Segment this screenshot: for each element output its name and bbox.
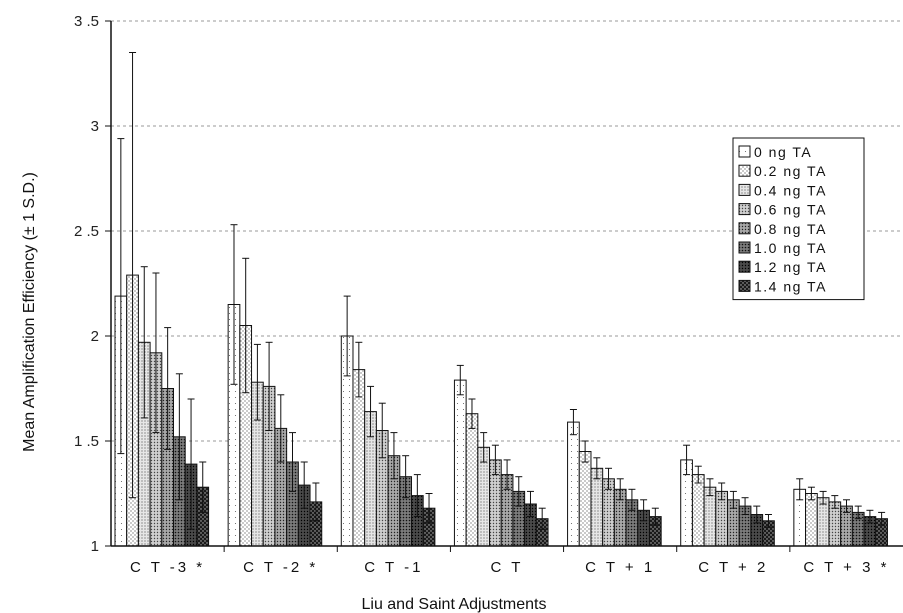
x-category-label: C T [491,559,524,576]
axes [110,21,903,552]
legend-label: 1.4 ng TA [754,278,827,294]
bar [465,413,479,547]
bar [816,497,830,547]
x-category-label: C T -1 [364,559,423,576]
bars [114,274,888,547]
y-tick-label: 2 [91,328,99,345]
y-tick-label: 3 [91,118,99,135]
legend-label: 0.8 ng TA [754,221,827,237]
legend-swatch [738,279,751,292]
legend-swatch [738,203,751,216]
bar [578,451,592,547]
x-category-labels: C T -3 * C T -2 * C T -1 C T C T + 1 C T + 2 C… [130,559,889,576]
y-tick-label: 1 [91,538,99,555]
legend-box [732,137,865,301]
y-axis-title: Mean Amplification Efficiency (± 1 S.D.) [21,172,38,452]
legend-swatch [738,241,751,254]
legend-label: 0.6 ng TA [754,202,827,218]
bar [691,474,705,547]
legend-label: 1.2 ng TA [754,259,827,275]
legend-swatch [738,164,751,177]
legend-label: 1.0 ng TA [754,240,827,256]
x-category-label: C T + 3 * [803,559,889,576]
bar [590,467,604,547]
y-tick-labels: 1 1 .5 2 2 .5 3 3 .5 [74,13,111,555]
x-category-label: C T + 2 [698,559,768,576]
bar [453,379,467,547]
legend: 0 ng TA 0.2 ng TA 0.4 ng TA 0.6 ng TA 0.8 ng… [732,137,865,301]
legend-swatch [738,260,751,273]
legend-swatch [738,183,751,196]
y-tick-label: 2 .5 [74,223,99,240]
bar [805,493,818,547]
x-axis-title: Liu and Saint Adjustments [361,596,546,613]
legend-swatch [738,222,751,235]
x-category-label: C T -3 * [130,559,205,576]
y-tick-label: 1 .5 [74,433,99,450]
x-category-label: C T + 1 [585,559,655,576]
bar [567,421,580,547]
legend-label: 0.2 ng TA [754,163,827,179]
x-category-label: C T -2 * [243,559,318,576]
legend-swatch [738,145,751,158]
legend-label: 0.4 ng TA [754,182,827,198]
y-tick-label: 3 .5 [74,13,99,30]
legend-label: 0 ng TA [754,144,812,160]
error-bars [117,52,886,530]
